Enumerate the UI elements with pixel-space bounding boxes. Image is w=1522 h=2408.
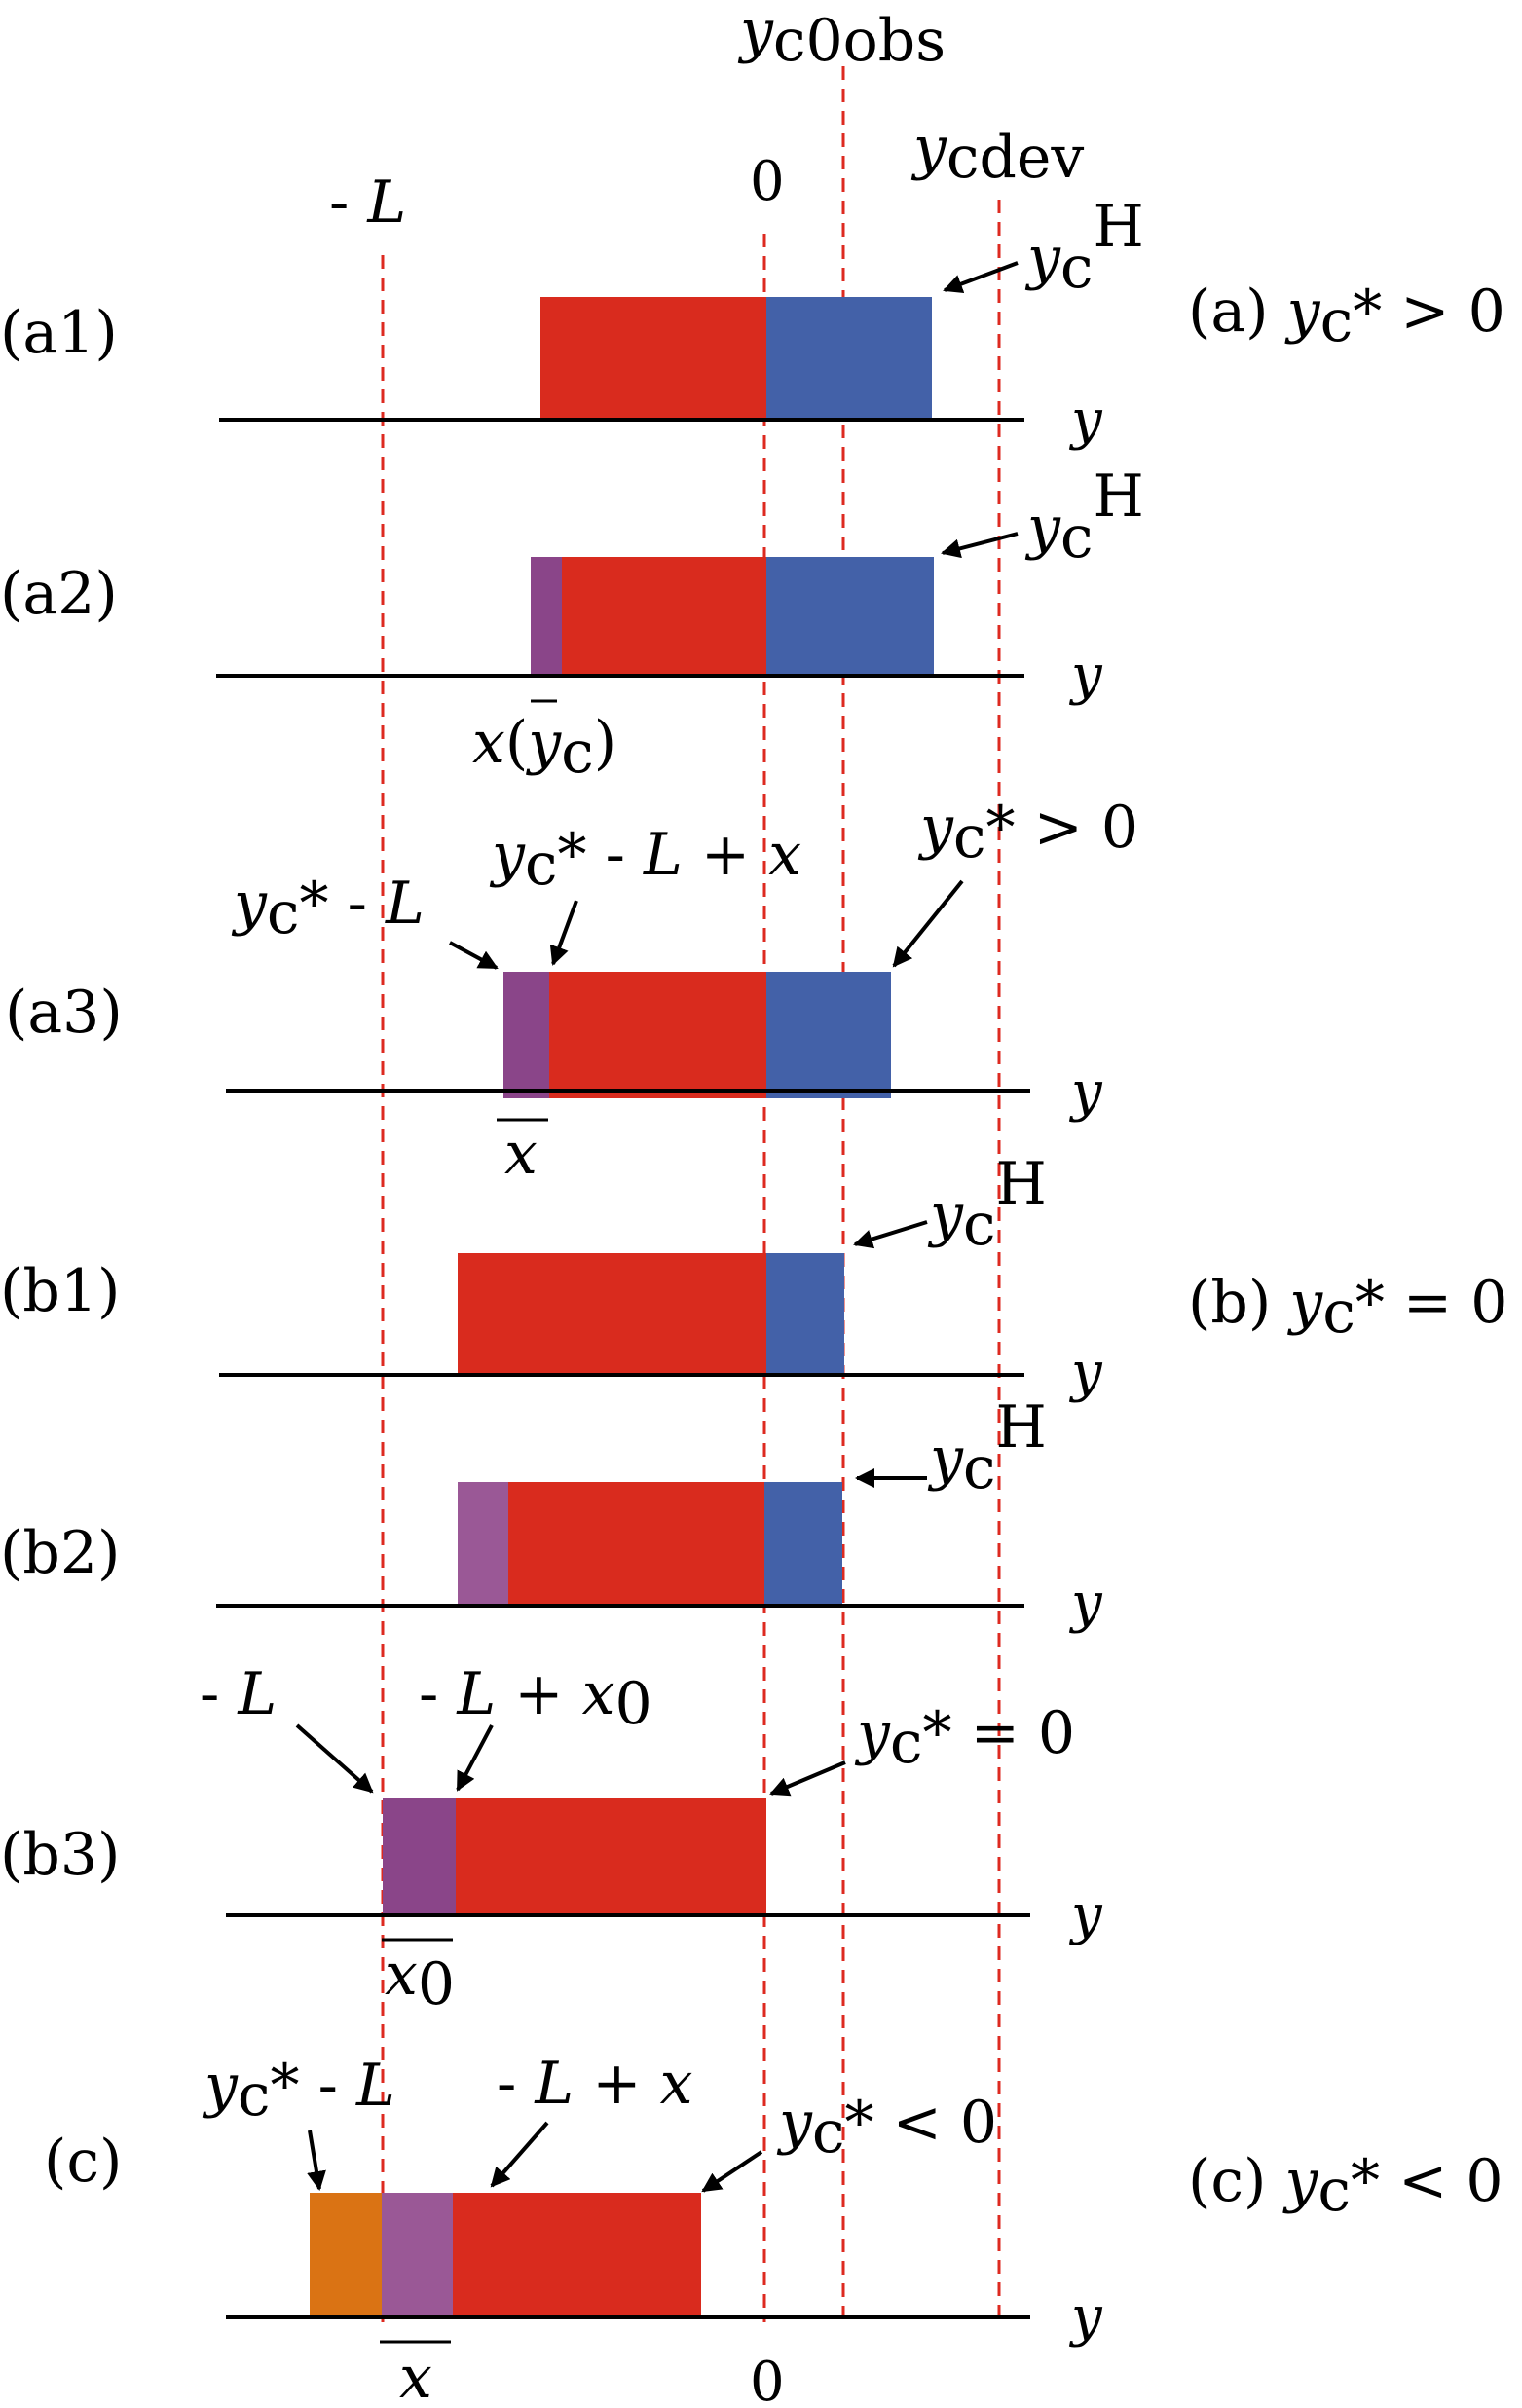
label-x0-b3: x0	[385, 1941, 455, 2019]
label-x-c: x	[399, 2344, 432, 2408]
arrow-yc-minus-L-c	[307, 2130, 326, 2191]
axis-label-a2: y	[1068, 644, 1103, 707]
arrow-yc-minus-L-a3	[449, 941, 499, 970]
label-minus-L: - L	[329, 168, 406, 237]
label-yc0obs: yc0obs	[737, 0, 946, 75]
row-b2: (b2) y ycH	[0, 1393, 1103, 1635]
arrow-yc-gt-0-a3	[892, 879, 964, 968]
bar-purple-a2	[531, 557, 562, 676]
label-minus-L-b3: - L	[200, 1660, 277, 1728]
bar-red-a3	[549, 972, 766, 1098]
label-zero-top: 0	[750, 150, 785, 213]
arrow-ycH-a1	[943, 261, 1019, 294]
group-label-c: (c) yc* < 0	[1188, 2147, 1503, 2225]
label-yc-eq-0-b3: yc* = 0	[854, 1699, 1075, 1777]
axis-label-a1: y	[1068, 389, 1103, 452]
row-label-b3: (b3)	[0, 1821, 120, 1889]
arrow-yc-eq-0-b3	[769, 1760, 846, 1797]
arrow-yc-lt-0-c	[701, 2150, 763, 2193]
arrow-ycH-a2	[941, 532, 1019, 559]
label-x-a3: x	[504, 1120, 538, 1188]
label-yc-minus-L-c: yc* - L	[202, 2052, 395, 2130]
bar-blue-a1	[766, 297, 932, 420]
bar-red-a1	[540, 297, 766, 420]
bar-purple-a3	[503, 972, 549, 1098]
bar-purple-b3	[383, 1798, 456, 1915]
row-a1: (a1) y ycH	[0, 193, 1144, 452]
label-ycH-a1: ycH	[1024, 193, 1144, 302]
label-minus-L-plus-x0-b3: - L + x0	[419, 1660, 652, 1738]
row-label-a3: (a3)	[5, 979, 123, 1047]
group-label-a: (a) yc* > 0	[1188, 278, 1505, 355]
label-ycH-b2: ycH	[927, 1393, 1047, 1502]
label-ycH-b1: ycH	[927, 1150, 1047, 1259]
row-label-b1: (b1)	[0, 1257, 120, 1325]
bar-red-b3	[456, 1798, 766, 1915]
bar-red-c	[453, 2193, 701, 2317]
arrow-yc-minus-L-plus-x-a3	[549, 900, 578, 966]
arrow-ycH-b1	[853, 1220, 928, 1249]
label-minus-L-plus-x-c: - L + x	[497, 2050, 692, 2118]
bar-blue-a3	[766, 972, 891, 1098]
bar-red-b2	[508, 1482, 764, 1606]
label-ycdev: ycdev	[910, 114, 1084, 192]
row-label-b2: (b2)	[0, 1519, 120, 1587]
bar-blue-b2	[764, 1482, 842, 1606]
group-label-b: (b) yc* = 0	[1188, 1269, 1507, 1347]
bar-red-a2	[562, 557, 766, 676]
bar-blue-a2	[766, 557, 934, 676]
bar-blue-b1	[766, 1253, 844, 1375]
bar-orange-c	[310, 2193, 382, 2317]
label-x-of-yc-a2: x(yc)	[472, 709, 616, 787]
row-b3: (b3) y - L - L + x0 yc* = 0 x0	[0, 1660, 1103, 2019]
arrow-minus-L-b3	[295, 1723, 374, 1794]
row-label-a2: (a2)	[0, 560, 118, 628]
label-zero-bottom: 0	[750, 2351, 785, 2408]
axis-label-c: y	[1068, 2285, 1103, 2349]
bar-red-b1	[458, 1253, 766, 1375]
label-yc-minus-L-a3: yc* - L	[231, 870, 425, 947]
row-c: (c) y yc* - L - L + x yc* < 0 x	[44, 2050, 1103, 2408]
axis-label-a3: y	[1068, 1060, 1103, 1124]
label-yc-gt-0-a3: yc* > 0	[917, 794, 1138, 871]
row-a3: (a3) y yc* - L yc* - L + x yc* > 0 x	[5, 794, 1138, 1188]
axis-label-b2: y	[1068, 1572, 1103, 1635]
row-label-a1: (a1)	[0, 299, 118, 367]
row-a2: (a2) y ycH x(yc)	[0, 463, 1144, 787]
arrow-minus-L-plus-x-c	[490, 2121, 549, 2188]
row-label-c: (c)	[44, 2128, 122, 2196]
bar-purple-c	[382, 2193, 453, 2317]
label-yc-minus-L-plus-x-a3: yc* - L + x	[489, 821, 801, 899]
arrow-minus-L-plus-x0-b3	[456, 1724, 494, 1792]
axis-label-b1: y	[1068, 1341, 1103, 1404]
bar-purple-b2	[458, 1482, 508, 1606]
axis-label-b3: y	[1068, 1883, 1103, 1946]
row-b1: (b1) y ycH	[0, 1150, 1103, 1404]
label-ycH-a2: ycH	[1024, 463, 1144, 572]
label-yc-lt-0-c: yc* < 0	[776, 2089, 997, 2167]
